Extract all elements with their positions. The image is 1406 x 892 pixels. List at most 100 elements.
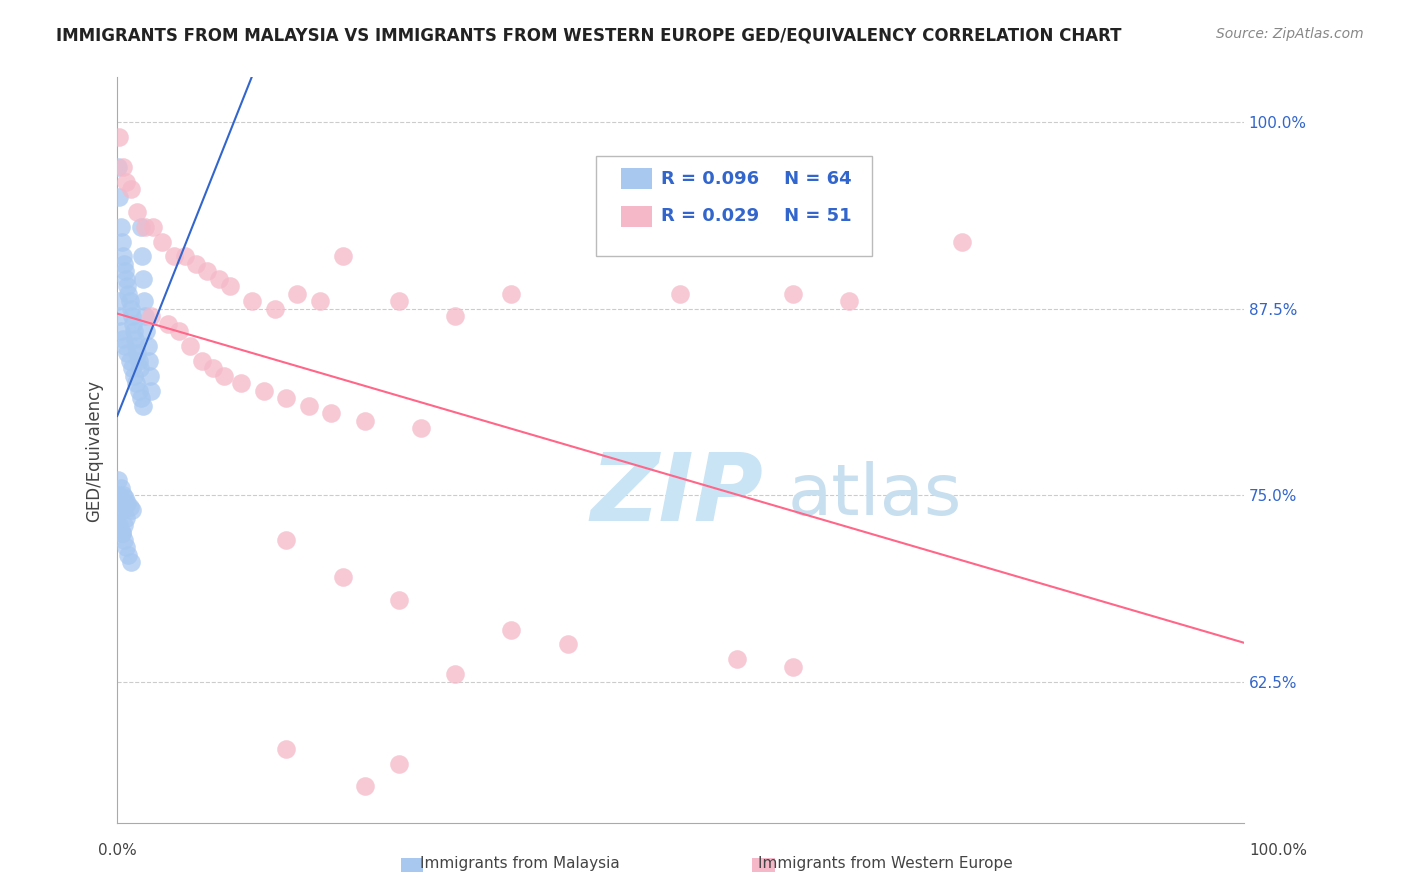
Point (122, 317, 145, 331)
Text: R = 0.029    N = 51: R = 0.029 N = 51 (661, 207, 852, 225)
Point (114, 264, 136, 278)
Point (782, 286, 804, 301)
Point (242, 294, 264, 309)
Point (207, 272, 229, 286)
Text: IMMIGRANTS FROM MALAYSIA VS IMMIGRANTS FROM WESTERN EUROPE GED/EQUIVALENCY CORRE: IMMIGRANTS FROM MALAYSIA VS IMMIGRANTS F… (56, 27, 1122, 45)
Bar (621, 169, 652, 189)
Point (287, 286, 309, 301)
Point (131, 250, 153, 264)
Point (167, 324, 190, 338)
Point (111, 488, 134, 502)
Point (118, 500, 141, 515)
Point (114, 339, 136, 353)
Point (309, 294, 332, 309)
Point (139, 384, 162, 398)
Point (112, 257, 135, 271)
Point (139, 368, 162, 383)
Point (950, 235, 973, 249)
Point (276, 391, 298, 405)
Point (388, 756, 411, 771)
Point (111, 250, 134, 264)
Text: 0.0%: 0.0% (98, 843, 138, 858)
Point (108, 309, 131, 323)
FancyBboxPatch shape (596, 156, 872, 257)
Point (179, 339, 201, 353)
Point (121, 309, 143, 323)
Text: 100.0%: 100.0% (1250, 843, 1308, 858)
Point (150, 235, 173, 249)
Point (115, 272, 138, 286)
Text: Immigrants from Malaysia: Immigrants from Malaysia (420, 856, 620, 871)
Point (253, 384, 276, 398)
Point (354, 779, 377, 793)
Point (134, 294, 156, 309)
Point (139, 309, 162, 323)
Point (134, 309, 156, 323)
Point (107, 488, 129, 502)
Point (112, 533, 135, 547)
Point (298, 399, 321, 413)
Point (134, 219, 156, 234)
Point (110, 324, 132, 338)
Point (120, 555, 142, 569)
Point (557, 637, 579, 651)
Y-axis label: GED/Equivalency: GED/Equivalency (86, 379, 103, 522)
Text: ZIP: ZIP (591, 450, 763, 541)
Point (121, 361, 143, 376)
Point (128, 361, 150, 376)
Point (142, 219, 165, 234)
Point (110, 481, 132, 495)
Point (276, 533, 298, 547)
Point (114, 491, 136, 506)
Point (115, 175, 138, 189)
Point (388, 592, 411, 607)
Point (444, 667, 467, 681)
Point (128, 384, 150, 398)
Point (212, 368, 235, 383)
Point (332, 250, 354, 264)
Point (117, 279, 139, 293)
Point (107, 518, 129, 533)
Point (110, 219, 132, 234)
Point (201, 361, 224, 376)
Point (125, 339, 148, 353)
Point (218, 279, 240, 293)
Point (111, 332, 134, 346)
Point (111, 525, 134, 540)
Point (107, 160, 129, 174)
Bar (621, 206, 652, 227)
Point (132, 399, 155, 413)
Point (669, 286, 692, 301)
Point (107, 294, 129, 309)
Point (411, 421, 433, 435)
Point (195, 264, 218, 278)
Point (120, 301, 142, 316)
Point (136, 339, 159, 353)
Point (444, 309, 467, 323)
Point (276, 742, 298, 756)
Point (501, 286, 523, 301)
Point (501, 623, 523, 637)
Point (125, 376, 148, 391)
Point (117, 496, 139, 510)
Point (264, 301, 287, 316)
Point (117, 286, 139, 301)
Point (128, 354, 150, 368)
Point (115, 510, 138, 524)
Point (184, 257, 207, 271)
Point (782, 660, 804, 674)
Point (354, 414, 377, 428)
Point (127, 204, 149, 219)
Point (725, 652, 748, 666)
Point (111, 503, 134, 517)
Point (111, 525, 134, 540)
Point (111, 160, 134, 174)
Point (107, 473, 129, 487)
Point (117, 548, 139, 562)
Point (108, 518, 131, 533)
Point (129, 219, 152, 234)
Point (124, 332, 146, 346)
Text: atlas: atlas (787, 461, 962, 530)
Point (115, 541, 138, 555)
Text: Immigrants from Western Europe: Immigrants from Western Europe (758, 856, 1014, 871)
